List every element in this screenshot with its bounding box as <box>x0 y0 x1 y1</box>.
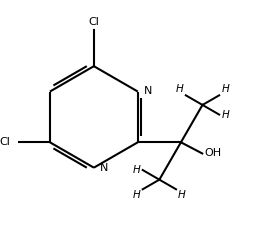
Text: OH: OH <box>205 148 222 158</box>
Text: Cl: Cl <box>88 17 99 27</box>
Text: H: H <box>178 190 186 200</box>
Text: H: H <box>221 84 229 94</box>
Text: H: H <box>222 110 230 120</box>
Text: H: H <box>176 84 184 94</box>
Text: H: H <box>133 165 141 175</box>
Text: Cl: Cl <box>0 137 10 147</box>
Text: N: N <box>100 163 108 173</box>
Text: H: H <box>133 190 141 200</box>
Text: N: N <box>144 86 152 96</box>
